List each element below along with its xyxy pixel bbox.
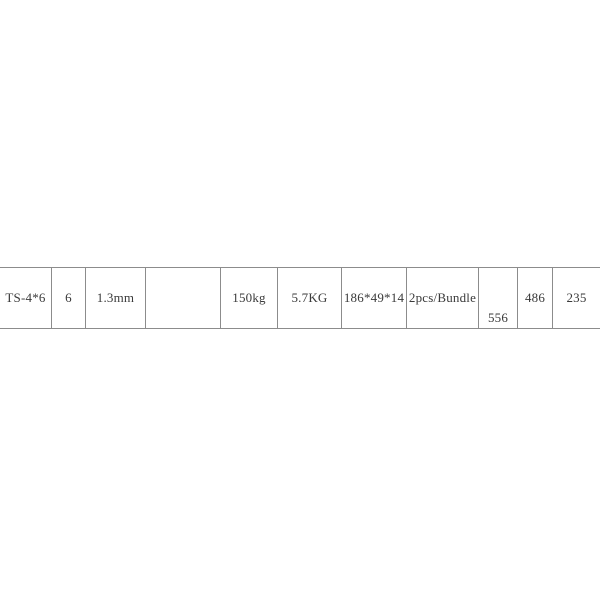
table-cell-packing: 2pcs/Bundle xyxy=(407,268,479,328)
table-cell-empty xyxy=(146,268,221,328)
spec-table-row: TS-4*6 6 1.3mm 150kg 5.7KG 186*49*14 2pc… xyxy=(0,267,600,329)
table-cell-num-235: 235 xyxy=(566,290,587,305)
table-cell-weight: 5.7KG xyxy=(278,268,342,328)
table-cell-size: 6 xyxy=(52,268,86,328)
table-cell-model: TS-4*6 xyxy=(0,268,52,328)
table-cell-load: 150kg xyxy=(221,268,278,328)
table-cell-num-556: 556 xyxy=(479,268,518,328)
table-cell-dimensions: 186*49*14 xyxy=(342,268,407,328)
table-cell-num-486: 486 xyxy=(518,268,553,328)
table-cell-thickness: 1.3mm xyxy=(86,268,146,328)
